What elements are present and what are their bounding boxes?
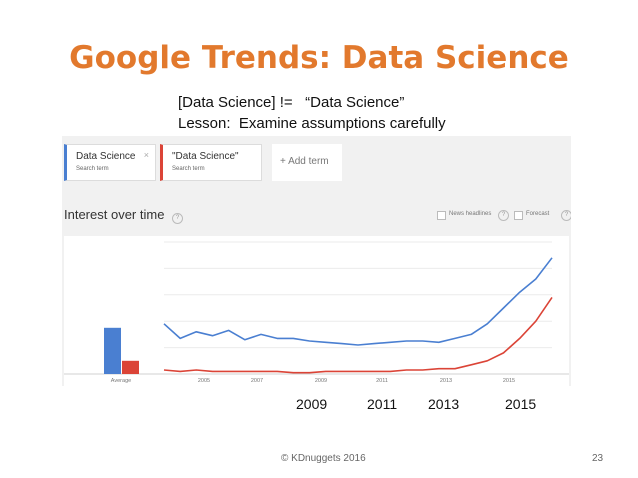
term-sub: Search term [172,166,205,172]
term-chip-data-science[interactable]: Data Science Search term × [64,144,156,181]
term-name: Data Science [76,151,136,162]
add-term-label: + Add term [280,156,329,167]
forecast-label: Forecast [526,211,550,217]
x-tick-label: 2015 [503,378,515,384]
copyright: © KDnuggets 2016 [281,453,366,464]
interest-chart: Average 2005 2007 2009 2011 2013 2015 [64,236,569,386]
x-tick-label: Average [111,378,131,384]
x-tick-label: 2009 [315,378,327,384]
series-line [163,296,553,374]
year-label: 2013 [428,396,460,412]
x-tick-label: 2013 [440,378,452,384]
series-line [163,257,553,346]
term-name: "Data Science" [172,151,239,162]
help-icon[interactable]: ? [172,213,183,224]
average-bar [122,360,139,374]
lesson-line: Lesson: Examine assumptions carefully [178,115,446,132]
page-number: 23 [592,453,604,464]
news-headlines-checkbox[interactable] [437,211,446,220]
x-tick-label: 2007 [251,378,263,384]
add-term-button[interactable]: + Add term [272,144,342,181]
slide-title: Google Trends: Data Science [69,40,569,76]
term-chip-quoted-data-science[interactable]: "Data Science" Search term [160,144,262,181]
subtitle-line: [Data Science] != “Data Science” [178,94,405,111]
google-trends-screenshot: Data Science Search term × "Data Science… [62,136,571,386]
year-label: 2011 [367,396,398,412]
x-tick-label: 2011 [376,378,388,384]
term-sub: Search term [76,166,109,172]
help-icon[interactable]: ? [498,210,509,221]
news-headlines-label: News headlines [449,211,492,217]
section-title: Interest over time [64,207,165,222]
close-icon[interactable]: × [143,150,149,160]
x-tick-label: 2005 [198,378,210,384]
year-label: 2009 [296,396,328,412]
average-bar [104,327,121,374]
help-icon[interactable]: ? [561,210,571,221]
year-label: 2015 [505,396,537,412]
forecast-checkbox[interactable] [514,211,523,220]
